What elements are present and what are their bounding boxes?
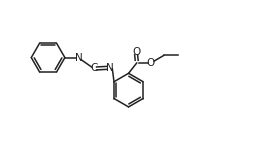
Text: N: N (75, 53, 83, 63)
Text: N: N (106, 63, 114, 73)
Text: C: C (90, 63, 98, 73)
Text: O: O (132, 47, 140, 57)
Text: O: O (147, 58, 155, 68)
